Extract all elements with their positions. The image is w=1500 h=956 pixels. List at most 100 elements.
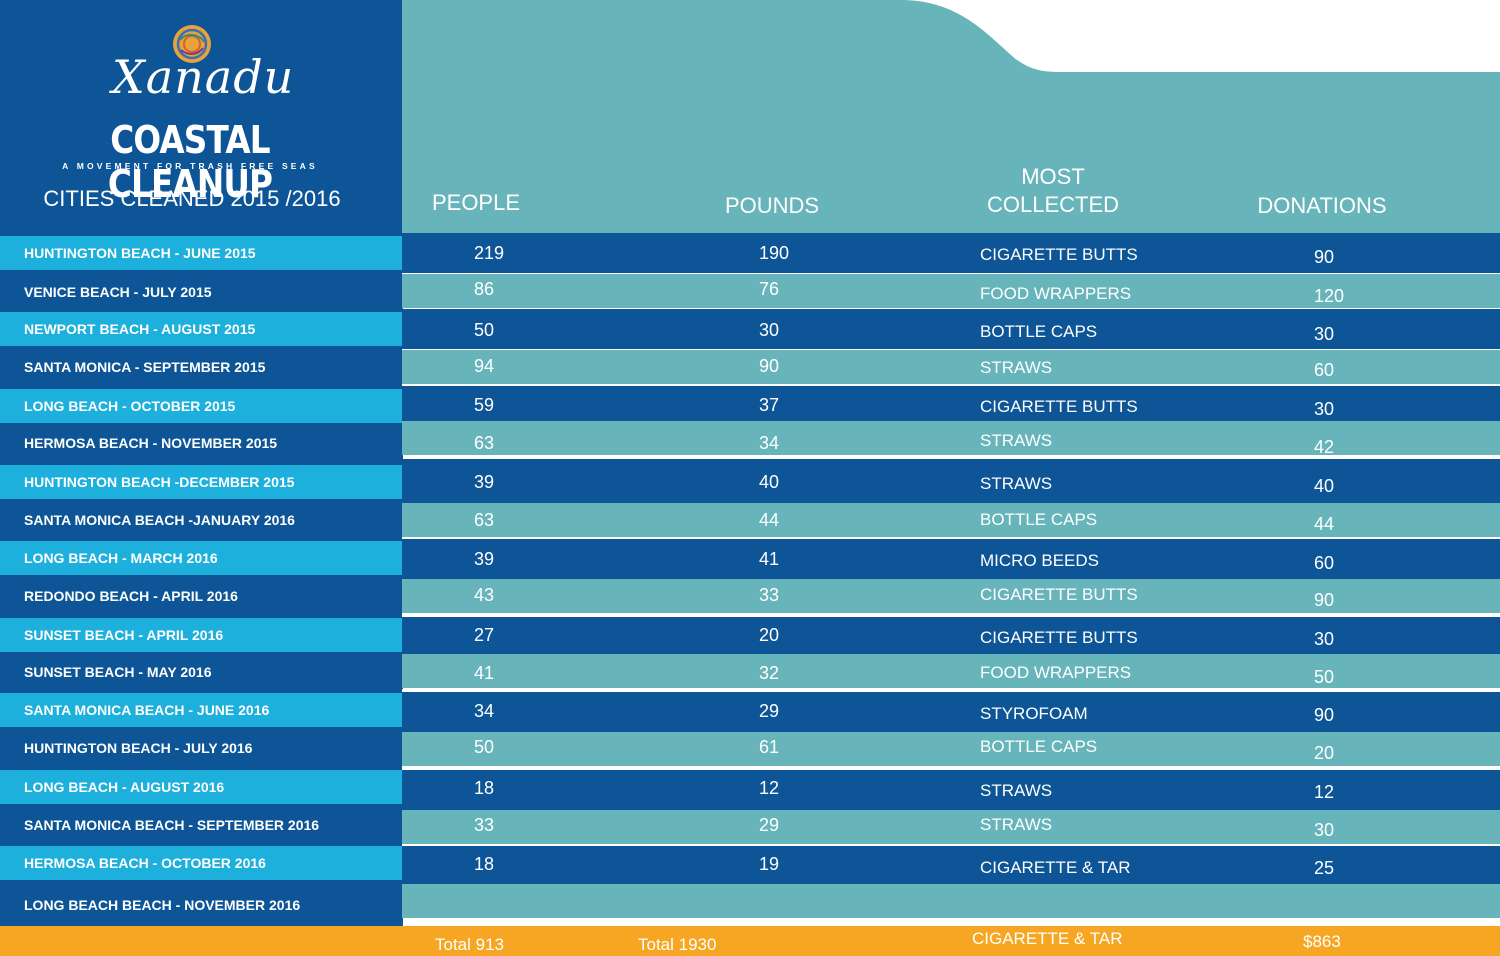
donations-cell: 42 xyxy=(1314,437,1335,457)
most-collected-cell: MICRO BEEDS xyxy=(980,551,1100,570)
donations-cell: 90 xyxy=(1314,590,1335,610)
city-label: VENICE BEACH - JULY 2015 xyxy=(0,275,403,309)
most-collected-cell: CIGARETTE & TAR xyxy=(980,858,1131,877)
city-label: SANTA MONICA - SEPTEMBER 2015 xyxy=(0,350,403,384)
people-cell: 39 xyxy=(474,549,495,569)
table-row: 18 12 STRAWS 12 xyxy=(402,770,1500,810)
people-cell: 34 xyxy=(474,701,495,721)
most-collected-cell: BOTTLE CAPS xyxy=(980,510,1098,529)
donations-cell: 44 xyxy=(1314,514,1335,534)
pounds-cell: 29 xyxy=(759,701,780,721)
donations-cell: 30 xyxy=(1314,629,1335,649)
brand-tagline: A MOVEMENT FOR TRASH FREE SEAS xyxy=(62,161,318,171)
pounds-cell: 33 xyxy=(759,585,780,605)
city-label: SANTA MONICA BEACH -JANUARY 2016 xyxy=(0,503,403,537)
cities-heading: CITIES CLEANED 2015 /2016 xyxy=(43,186,341,211)
total-pounds: Total 1930 xyxy=(638,935,717,954)
table-row: 50 61 BOTTLE CAPS 20 xyxy=(402,732,1500,766)
table-row: 43 33 CIGARETTE BUTTS 90 xyxy=(402,579,1500,613)
city-label: SUNSET BEACH - APRIL 2016 xyxy=(0,618,403,652)
people-cell: 50 xyxy=(474,737,495,757)
people-cell: 18 xyxy=(474,778,495,798)
table-row: 39 40 STRAWS 40 xyxy=(402,459,1500,503)
donations-cell: 90 xyxy=(1314,705,1335,725)
most-collected-cell: BOTTLE CAPS xyxy=(980,737,1098,756)
city-label: LONG BEACH - MARCH 2016 xyxy=(0,541,403,575)
most-collected-cell: STRAWS xyxy=(980,781,1053,800)
people-cell: 63 xyxy=(474,433,495,453)
people-cell: 50 xyxy=(474,320,495,340)
people-cell: 43 xyxy=(474,585,495,605)
people-cell: 59 xyxy=(474,395,495,415)
most-collected-cell: BOTTLE CAPS xyxy=(980,322,1098,341)
most-collected-cell: CIGARETTE BUTTS xyxy=(980,585,1138,604)
column-header-most-line2: COLLECTED xyxy=(986,192,1120,217)
city-label: SANTA MONICA BEACH - SEPTEMBER 2016 xyxy=(0,808,403,842)
table-row: 39 41 MICRO BEEDS 60 xyxy=(402,539,1500,579)
pounds-cell: 76 xyxy=(759,279,780,299)
city-label: SUNSET BEACH - MAY 2016 xyxy=(0,655,403,689)
donations-cell: 60 xyxy=(1314,553,1335,573)
donations-cell: 30 xyxy=(1314,399,1335,419)
city-label: NEWPORT BEACH - AUGUST 2015 xyxy=(0,312,403,346)
pounds-cell: 61 xyxy=(759,737,780,757)
donations-cell: 20 xyxy=(1314,743,1335,763)
table-row: 219 190 CIGARETTE BUTTS 90 xyxy=(402,233,1500,273)
table-row xyxy=(402,884,1500,918)
pounds-cell: 32 xyxy=(759,663,780,683)
most-collected-cell: STRAWS xyxy=(980,474,1053,493)
people-cell: 27 xyxy=(474,625,495,645)
people-cell: 18 xyxy=(474,854,495,874)
total-people: Total 913 xyxy=(435,935,504,954)
brand-title: COASTAL CLEANUP xyxy=(107,118,273,206)
table-row: 94 90 STRAWS 60 xyxy=(402,350,1500,384)
table-row: 86 76 FOOD WRAPPERS 120 xyxy=(402,274,1500,308)
pounds-cell: 34 xyxy=(759,433,780,453)
most-collected-cell: CIGARETTE BUTTS xyxy=(980,397,1138,416)
city-label: HUNTINGTON BEACH - JUNE 2015 xyxy=(0,236,403,270)
table-row: 18 19 CIGARETTE & TAR 25 xyxy=(402,846,1500,886)
donations-cell: 25 xyxy=(1314,858,1335,878)
donations-cell: 50 xyxy=(1314,667,1335,687)
column-header-pounds: POUNDS xyxy=(724,193,820,218)
city-label: HERMOSA BEACH - NOVEMBER 2015 xyxy=(0,426,403,460)
pounds-cell: 40 xyxy=(759,472,780,492)
people-cell: 63 xyxy=(474,510,495,530)
city-label: LONG BEACH BEACH - NOVEMBER 2016 xyxy=(0,884,403,926)
donations-cell: 12 xyxy=(1314,782,1335,802)
most-collected-cell: FOOD WRAPPERS xyxy=(980,284,1132,303)
pounds-cell: 37 xyxy=(759,395,780,415)
city-label: HUNTINGTON BEACH - JULY 2016 xyxy=(0,731,403,765)
people-cell: 219 xyxy=(474,243,505,263)
donations-cell: 40 xyxy=(1314,476,1335,496)
most-collected-cell: STRAWS xyxy=(980,431,1053,450)
pounds-cell: 90 xyxy=(759,356,780,376)
most-collected-cell: CIGARETTE BUTTS xyxy=(980,628,1138,647)
table-row: 27 20 CIGARETTE BUTTS 30 xyxy=(402,617,1500,657)
xanadu-logo-icon xyxy=(173,25,211,63)
donations-cell: 30 xyxy=(1314,820,1335,840)
total-donations: $863 xyxy=(1303,932,1341,951)
people-cell: 39 xyxy=(474,472,495,492)
column-header-donations: DONATIONS xyxy=(1257,193,1387,218)
donations-cell: 90 xyxy=(1314,247,1335,267)
pounds-cell: 190 xyxy=(759,243,790,263)
most-collected-cell: STRAWS xyxy=(980,815,1053,834)
total-most-collected: CIGARETTE & TAR xyxy=(972,929,1123,948)
people-cell: 33 xyxy=(474,815,495,835)
pounds-cell: 12 xyxy=(759,778,780,798)
city-label: REDONDO BEACH - APRIL 2016 xyxy=(0,579,403,613)
most-collected-cell: STYROFOAM xyxy=(980,704,1088,723)
donations-cell: 120 xyxy=(1314,286,1345,306)
table-row: 41 32 FOOD WRAPPERS 50 xyxy=(402,654,1500,688)
city-label: SANTA MONICA BEACH - JUNE 2016 xyxy=(0,693,403,727)
table-row: 59 37 CIGARETTE BUTTS 30 xyxy=(402,386,1500,426)
table-row: 34 29 STYROFOAM 90 xyxy=(402,692,1500,732)
table-row: 33 29 STRAWS 30 xyxy=(402,810,1500,844)
city-label: HERMOSA BEACH - OCTOBER 2016 xyxy=(0,846,403,880)
totals-bar: Total 913 Total 1930 CIGARETTE & TAR $86… xyxy=(0,926,1500,956)
pounds-cell: 19 xyxy=(759,854,780,874)
most-collected-cell: FOOD WRAPPERS xyxy=(980,663,1132,682)
pounds-cell: 30 xyxy=(759,320,780,340)
pounds-cell: 29 xyxy=(759,815,780,835)
